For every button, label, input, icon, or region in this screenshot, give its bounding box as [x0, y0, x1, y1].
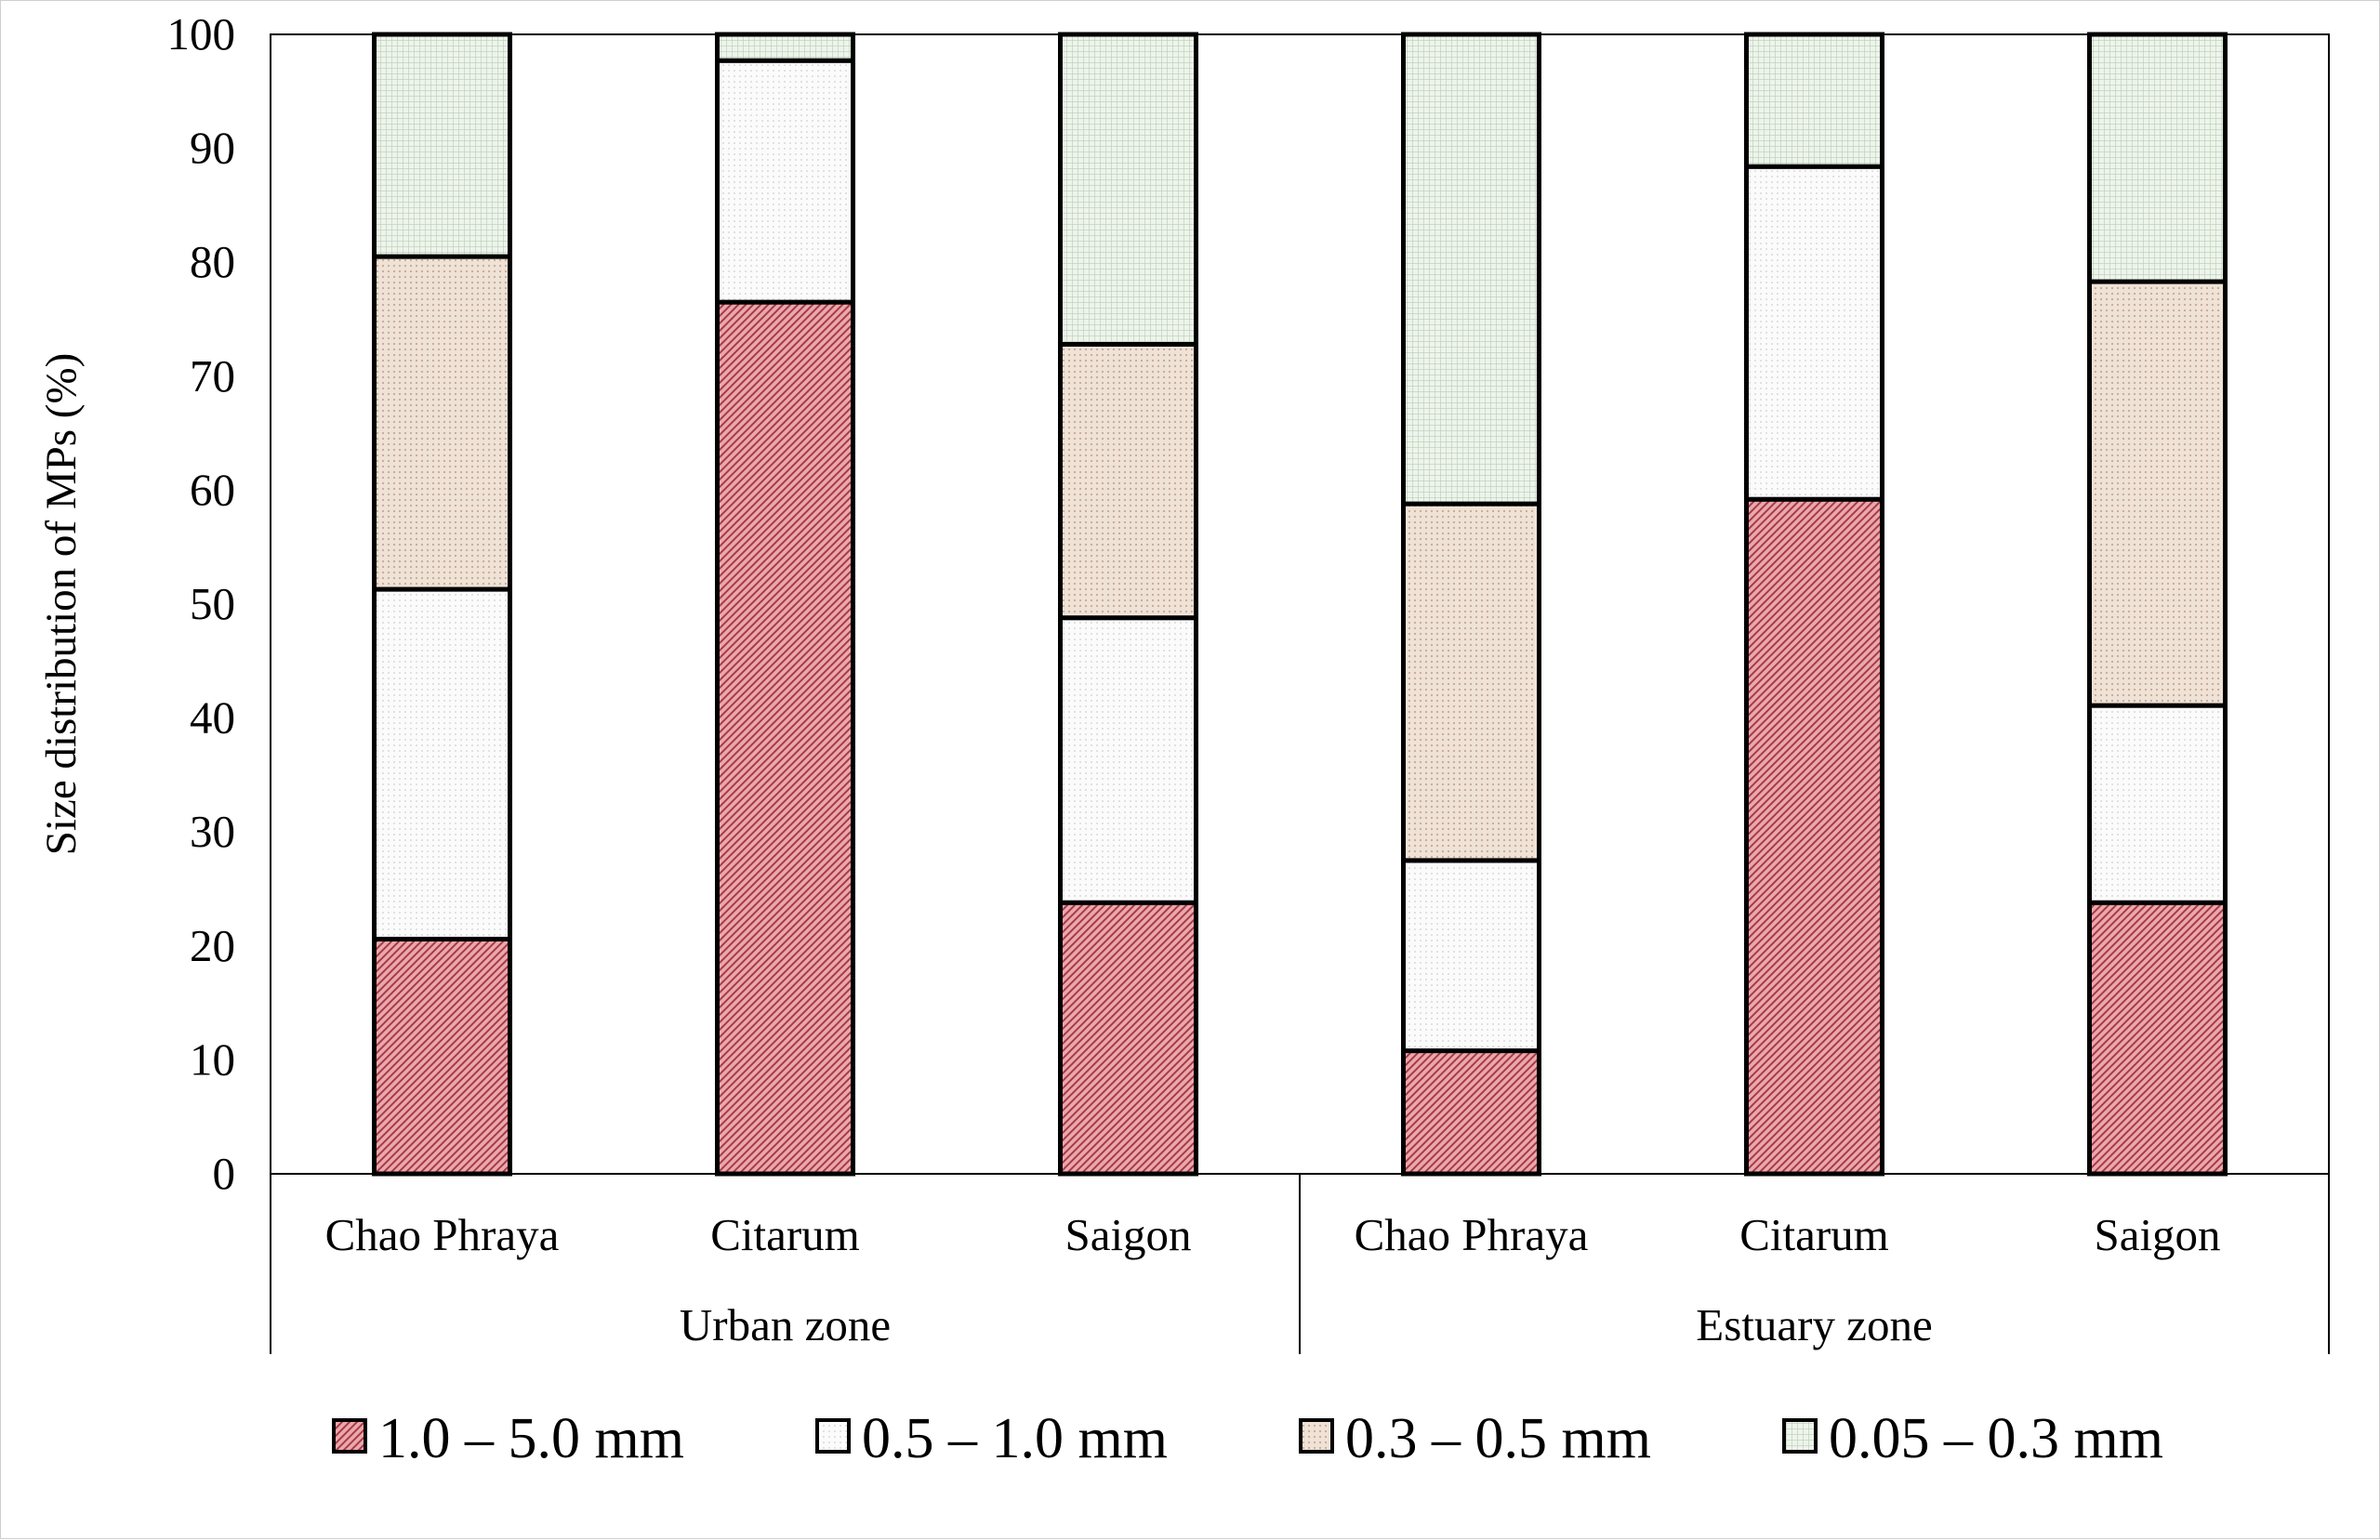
- y-axis-label: Size distribution of MPs (%): [37, 353, 86, 855]
- bar-segment-5-series-4: [1744, 32, 1884, 169]
- legend-swatch: [1299, 1418, 1334, 1454]
- bar-segment-6-series-2: [2087, 703, 2228, 905]
- bar-segment-6-series-3: [2087, 279, 2228, 708]
- y-tick-label: 40: [190, 692, 235, 744]
- x-group-label: Estuary zone: [1696, 1299, 1932, 1350]
- bar-segment-3-series-4: [1058, 32, 1198, 347]
- bar-segment-1-series-1: [372, 936, 512, 1177]
- legend-label: 0.5 – 1.0 mm: [862, 1407, 1168, 1470]
- bar-segment-2-series-1: [715, 299, 855, 1177]
- legend-label: 0.3 – 0.5 mm: [1345, 1407, 1651, 1470]
- y-tick-label: 90: [190, 123, 235, 174]
- x-category-label: Citarum: [710, 1209, 860, 1260]
- y-tick-label: 50: [190, 578, 235, 629]
- x-category-label: Chao Phraya: [325, 1209, 560, 1260]
- bar-segment-4-series-2: [1401, 858, 1541, 1054]
- bar-segment-5-series-2: [1744, 164, 1884, 502]
- bar-segment-6-series-4: [2087, 32, 2228, 284]
- y-tick-label: 30: [190, 806, 235, 857]
- plot-area: [270, 33, 2330, 1175]
- bar-segment-3-series-1: [1058, 900, 1198, 1177]
- bar-segment-1-series-4: [372, 32, 512, 259]
- x-category-label: Chao Phraya: [1355, 1209, 1589, 1260]
- bars-layer: [372, 32, 2228, 1177]
- x-category-label: Citarum: [1739, 1209, 1889, 1260]
- legend-swatch: [815, 1418, 851, 1454]
- x-category-label: Saigon: [1064, 1209, 1191, 1260]
- y-tick-label: 20: [190, 920, 235, 971]
- legend-swatch: [332, 1418, 367, 1454]
- y-tick-label: 60: [190, 464, 235, 515]
- bar-segment-6-series-1: [2087, 900, 2228, 1177]
- bar-segment-5-series-1: [1744, 496, 1884, 1177]
- legend: 1.0 – 5.0 mm 0.5 – 1.0 mm 0.3 – 0.5 mm 0.05…: [332, 1407, 2163, 1470]
- legend-label: 1.0 – 5.0 mm: [378, 1407, 684, 1470]
- bar-segment-1-series-2: [372, 586, 512, 941]
- x-category-label: Saigon: [2094, 1209, 2220, 1260]
- bar-segment-3-series-3: [1058, 341, 1198, 621]
- y-tick-label: 10: [190, 1033, 235, 1085]
- legend-label: 0.05 – 0.3 mm: [1829, 1407, 2163, 1470]
- x-axis: Chao Phraya Citarum Saigon Chao Phraya Citar…: [270, 1174, 2330, 1354]
- legend-swatch: [1782, 1418, 1818, 1454]
- y-tick-label: 100: [167, 8, 236, 59]
- bar-segment-2-series-4: [715, 32, 855, 63]
- bar-segment-1-series-3: [372, 254, 512, 592]
- x-group-label: Urban zone: [680, 1299, 891, 1350]
- bar-segment-3-series-2: [1058, 615, 1198, 905]
- y-tick-label: 70: [190, 350, 235, 401]
- bar-segment-4-series-1: [1401, 1048, 1541, 1177]
- y-tick-label: 0: [213, 1148, 236, 1199]
- y-tick-label: 80: [190, 236, 235, 287]
- y-axis: 0 10 20 30 40 50 60 70 80 90 100: [167, 8, 236, 1199]
- bar-segment-4-series-4: [1401, 32, 1541, 507]
- bar-segment-4-series-3: [1401, 501, 1541, 863]
- bar-segment-2-series-2: [715, 58, 855, 305]
